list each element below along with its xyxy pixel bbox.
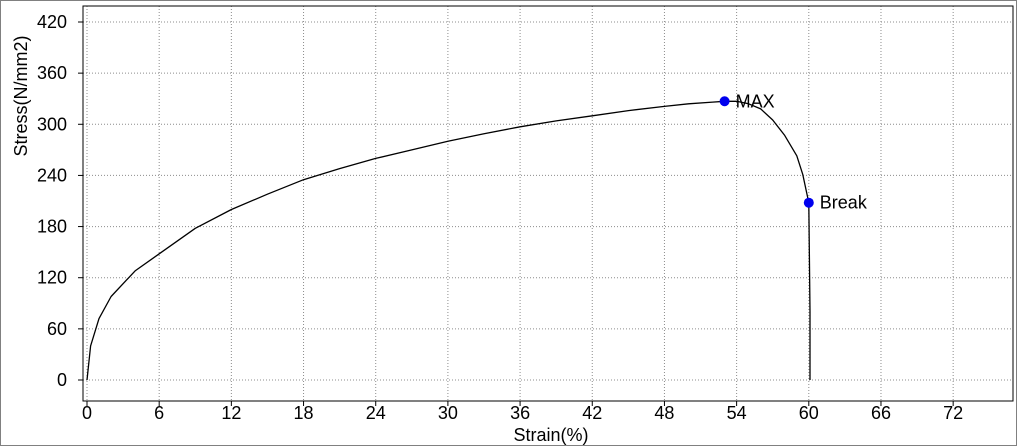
plot-border	[82, 5, 1014, 402]
annotation-point	[803, 197, 814, 208]
x-tick-label: 30	[438, 403, 458, 423]
x-tick-label: 48	[654, 403, 674, 423]
y-tick-labels: 0 60 120 180 240 300 360 420	[37, 12, 67, 390]
x-tick-labels: 0 6 12 18 24 30 36 42 48 54 60 66 72	[82, 403, 963, 423]
x-tick-label: 36	[510, 403, 530, 423]
y-tick-label: 360	[37, 63, 67, 83]
grid	[83, 6, 1013, 401]
x-tick-label: 60	[799, 403, 819, 423]
axes	[78, 5, 1014, 406]
x-tick-label: 24	[366, 403, 386, 423]
annotation-label: Break	[820, 193, 868, 213]
annotation-label: MAX	[736, 91, 775, 111]
x-tick-label: 0	[82, 403, 92, 423]
x-tick-label: 72	[943, 403, 963, 423]
y-axis-title: Stress(N/mm2)	[11, 36, 31, 157]
x-axis-title: Strain(%)	[513, 425, 588, 445]
series-line	[86, 100, 811, 381]
x-tick-label: 6	[154, 403, 164, 423]
annotation-point	[719, 96, 730, 107]
y-tick-label: 300	[37, 114, 67, 134]
x-tick-label: 54	[727, 403, 747, 423]
y-tick-label: 180	[37, 217, 67, 237]
plot-area	[83, 6, 1013, 401]
y-tick-label: 120	[37, 268, 67, 288]
x-tick-label: 66	[871, 403, 891, 423]
y-tick-label: 420	[37, 12, 67, 32]
x-tick-label: 12	[221, 403, 241, 423]
y-tick-label: 240	[37, 165, 67, 185]
y-tick-label: 60	[47, 319, 67, 339]
x-tick-label: 42	[582, 403, 602, 423]
x-tick-label: 18	[294, 403, 314, 423]
series-group	[86, 100, 811, 381]
annotations: MAX Break	[719, 91, 868, 213]
y-tick-label: 0	[57, 370, 67, 390]
